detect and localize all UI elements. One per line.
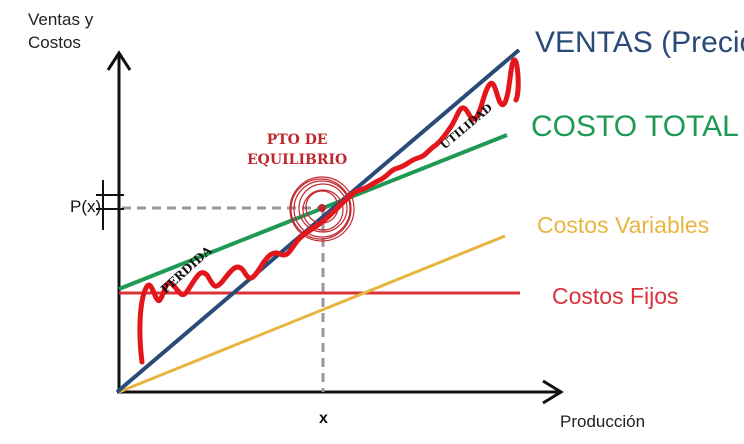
ventas-label: VENTAS (Precio): [535, 26, 744, 59]
costo-total-label: COSTO TOTAL: [531, 110, 739, 143]
ventas-line: [115, 48, 521, 394]
equilibrium-label: PTO DE EQUILIBRIO: [247, 130, 347, 170]
quantity-marker-label: x: [319, 410, 328, 427]
price-marker-label: P(x): [70, 197, 102, 216]
price-tick-marks: [96, 180, 124, 230]
equilibrium-label-line1: PTO DE: [266, 132, 328, 148]
equilibrium-circle-marker: [289, 176, 355, 242]
equilibrium-point: [318, 204, 326, 212]
costos-fijos-label: Costos Fijos: [552, 283, 679, 309]
equilibrium-label-line2: EQUILIBRIO: [247, 152, 348, 168]
handwritten-squiggle: [137, 57, 521, 365]
y-axis-label: Ventas y Costos: [28, 8, 93, 54]
costos-variables-label: Costos Variables: [537, 212, 710, 238]
x-axis-arrow: [542, 379, 564, 405]
x-axis-label: Producción: [560, 412, 646, 431]
y-axis-arrow: [106, 50, 132, 71]
y-axis-label-line1: Ventas y: [28, 10, 94, 29]
costo-total-line: [118, 133, 508, 291]
costos-variables-line: [118, 234, 506, 394]
y-axis-label-line2: Costos: [28, 33, 81, 52]
